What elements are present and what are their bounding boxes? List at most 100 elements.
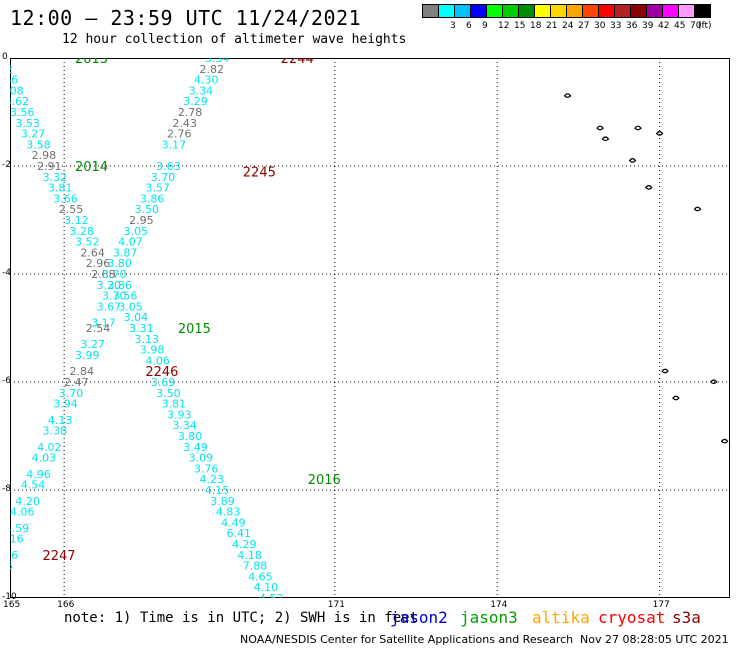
wave-height-label: 3.29 bbox=[183, 95, 208, 108]
wave-height-label: 3.80 bbox=[178, 430, 203, 443]
legend-label: 30 bbox=[594, 21, 606, 31]
wave-height-label: 3.76 bbox=[194, 462, 219, 475]
wave-height-label: 3.81 bbox=[162, 398, 187, 411]
wave-height-label: 4.52 bbox=[259, 592, 284, 598]
island-d bbox=[634, 125, 642, 131]
x-tick-label: 166 bbox=[57, 600, 75, 610]
wave-height-label: 3.20 bbox=[97, 279, 122, 292]
wave-height-label: 3.63 bbox=[156, 160, 181, 173]
pass-time-label: 2016 bbox=[308, 473, 341, 488]
island-a bbox=[563, 93, 572, 98]
wave-height-label: 2.43 bbox=[172, 117, 197, 130]
wave-height-label: 2.98 bbox=[32, 149, 57, 162]
legend-label: 15 bbox=[514, 21, 526, 31]
legend-label: 70 bbox=[690, 21, 702, 31]
wave-height-label: 4.49 bbox=[221, 516, 246, 529]
page-subtitle: 12 hour collection of altimeter wave hei… bbox=[62, 32, 407, 47]
wave-height-label: 2.96 bbox=[86, 257, 111, 270]
wave-height-label: 4.23 bbox=[199, 473, 224, 486]
legend-swatch bbox=[582, 4, 599, 18]
legend-label: 21 bbox=[546, 21, 558, 31]
legend-swatch bbox=[438, 4, 455, 18]
wave-height-label: 3.04 bbox=[124, 311, 148, 324]
wave-height-label: 4.65 bbox=[248, 570, 273, 583]
wave-height-label: 4.06 bbox=[145, 354, 170, 367]
wave-height-label: 3.94 bbox=[53, 398, 78, 411]
wave-height-label: 2.88 bbox=[91, 268, 116, 281]
y-tick-label: -8 bbox=[2, 484, 11, 494]
wave-height-label: 3.31 bbox=[129, 322, 154, 335]
legend-swatch bbox=[502, 4, 519, 18]
wave-height-label: 3.80 bbox=[107, 257, 131, 270]
wave-height-label: 4.83 bbox=[216, 506, 241, 519]
wave-height-label: 3.27 bbox=[21, 128, 46, 141]
pass-time-label: 2244 bbox=[281, 58, 314, 67]
wave-height-label: 4.03 bbox=[32, 452, 57, 465]
wave-height-label: 3.56 bbox=[113, 290, 138, 303]
wave-height-label: 3.05 bbox=[124, 225, 148, 238]
y-tick-label: -2 bbox=[2, 160, 11, 170]
y-tick-label: 0 bbox=[2, 52, 8, 62]
legend-swatch bbox=[454, 4, 471, 18]
legend-swatch bbox=[518, 4, 535, 18]
wave-height-label: 4.76 bbox=[10, 560, 13, 573]
wave-height-label: 3.53 bbox=[15, 117, 40, 130]
legend-swatch bbox=[630, 4, 647, 18]
wave-height-label: 3.49 bbox=[183, 441, 208, 454]
wave-height-label: 4.29 bbox=[232, 538, 257, 551]
wave-height-label: 2.64 bbox=[80, 246, 105, 259]
legend-swatch bbox=[566, 4, 583, 18]
pass-time-label: 2246 bbox=[145, 365, 178, 380]
wave-height-label: 4.54 bbox=[21, 479, 46, 492]
wave-height-label: 3.86 bbox=[107, 279, 131, 292]
wave-height-label: 3.87 bbox=[113, 246, 138, 259]
wave-height-label: 3.81 bbox=[48, 182, 73, 195]
legend-swatch bbox=[486, 4, 503, 18]
wave-height-label: 3.62 bbox=[10, 95, 29, 108]
legend-label: 9 bbox=[482, 21, 488, 31]
wave-height-label: 2.84 bbox=[70, 365, 95, 378]
wave-height-label: 4.59 bbox=[10, 522, 29, 535]
x-tick-label: 177 bbox=[652, 600, 670, 610]
legend-label: 45 bbox=[674, 21, 686, 31]
legend-swatch bbox=[646, 4, 663, 18]
wave-height-label: 3.28 bbox=[70, 225, 95, 238]
wave-height-label: 3.17 bbox=[162, 138, 187, 151]
wave-height-label: 3.50 bbox=[135, 203, 160, 216]
island-f bbox=[628, 158, 637, 163]
footer-note: note: 1) Time is in UTC; 2) SWH is in fe… bbox=[64, 610, 419, 626]
satellite-label-jason2: jason2 bbox=[390, 608, 448, 627]
wave-height-label: 3.99 bbox=[75, 349, 100, 362]
wave-height-label: 2.76 bbox=[167, 128, 192, 141]
island-j bbox=[672, 395, 680, 401]
satellite-label-cryosat: cryosat bbox=[598, 608, 666, 627]
wave-height-label: 2.78 bbox=[178, 106, 203, 119]
pass-time-label: 2245 bbox=[243, 165, 276, 180]
wave-height-label: 4.13 bbox=[48, 414, 73, 427]
wave-height-label: 3.66 bbox=[53, 192, 78, 205]
wave-height-label: 4.02 bbox=[37, 441, 62, 454]
y-tick-label: -4 bbox=[2, 268, 11, 278]
legend-swatch bbox=[422, 4, 439, 18]
wave-height-label: 3.89 bbox=[210, 495, 235, 508]
wave-height-label: 3.58 bbox=[26, 138, 51, 151]
map-frame bbox=[10, 58, 730, 598]
legend-label: 6 bbox=[466, 21, 472, 31]
wave-height-label: 4.15 bbox=[205, 484, 230, 497]
satellite-label-s3a: s3a bbox=[672, 608, 701, 627]
wave-height-label: 4.20 bbox=[15, 495, 40, 508]
island-g bbox=[645, 185, 653, 190]
pass-time-label: 2014 bbox=[75, 160, 108, 175]
legend-swatch bbox=[550, 4, 567, 18]
wave-height-label: 4.96 bbox=[26, 468, 51, 481]
legend-swatch bbox=[614, 4, 631, 18]
wave-height-label: 3.27 bbox=[80, 338, 105, 351]
x-tick-label: 165 bbox=[3, 600, 21, 610]
pass-time-label: 2015 bbox=[178, 322, 211, 337]
legend-label: 3 bbox=[450, 21, 456, 31]
wave-height-label: 3.70 bbox=[151, 171, 176, 184]
island-l bbox=[720, 438, 729, 444]
wave-height-label: 3.50 bbox=[156, 387, 181, 400]
color-legend: 3 6 9 12 15 18 21 24 27 30 33 36 39 42 45 70 (ft) bbox=[420, 4, 730, 34]
island-k bbox=[709, 379, 718, 385]
